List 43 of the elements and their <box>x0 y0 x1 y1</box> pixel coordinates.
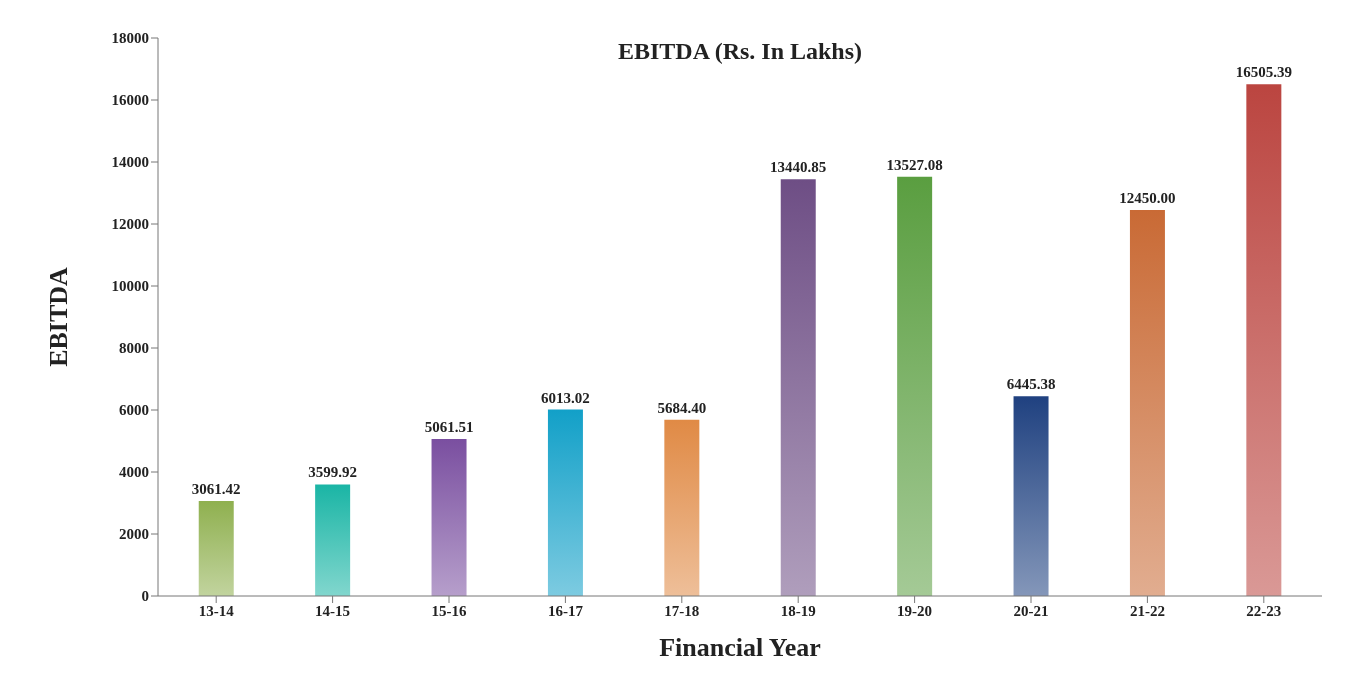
x-tick-label: 17-18 <box>664 602 700 619</box>
bar <box>897 176 933 596</box>
data-label: 13440.85 <box>770 159 827 176</box>
x-tick-label: 21-22 <box>1129 602 1165 619</box>
data-label: 13527.08 <box>886 156 943 173</box>
y-tick-label: 16000 <box>111 92 149 109</box>
x-tick-label: 15-16 <box>431 602 467 619</box>
data-label: 3599.92 <box>308 464 358 481</box>
data-label: 16505.39 <box>1235 64 1292 81</box>
bar <box>315 484 351 596</box>
data-label: 6445.38 <box>1006 376 1056 393</box>
y-axis-title: EBITDA <box>44 266 74 367</box>
y-tick-label: 6000 <box>119 402 149 419</box>
bar <box>431 439 467 596</box>
bar <box>198 501 234 596</box>
x-tick-label: 13-14 <box>198 602 235 619</box>
x-tick-label: 22-23 <box>1246 602 1282 619</box>
y-tick-label: 8000 <box>119 340 149 357</box>
data-label: 6013.02 <box>541 389 590 406</box>
bar <box>1246 84 1282 596</box>
x-tick-label: 19-20 <box>897 602 933 619</box>
chart-title: EBITDA (Rs. In Lakhs) <box>616 38 864 65</box>
data-label: 12450.00 <box>1119 190 1176 207</box>
x-tick-label: 20-21 <box>1013 602 1049 619</box>
bar <box>547 409 583 596</box>
y-tick-label: 4000 <box>119 464 149 481</box>
data-label: 5061.51 <box>424 419 474 436</box>
bar <box>780 179 816 596</box>
data-label: 3061.42 <box>191 481 241 498</box>
x-tick-label: 14-15 <box>315 602 351 619</box>
x-tick-label: 18-19 <box>780 602 816 619</box>
data-label: 5684.40 <box>657 399 707 416</box>
bar <box>1013 396 1049 596</box>
y-tick-label: 2000 <box>119 526 149 543</box>
y-tick-label: 12000 <box>111 216 149 233</box>
y-tick-label: 0 <box>141 588 149 605</box>
y-tick-label: 10000 <box>111 278 149 295</box>
x-tick-label: 16-17 <box>547 602 584 619</box>
bar <box>1129 210 1165 596</box>
x-axis-title: Financial Year <box>659 633 821 662</box>
y-tick-label: 14000 <box>111 154 149 171</box>
bar <box>664 419 700 596</box>
y-tick-label: 18000 <box>111 30 149 47</box>
